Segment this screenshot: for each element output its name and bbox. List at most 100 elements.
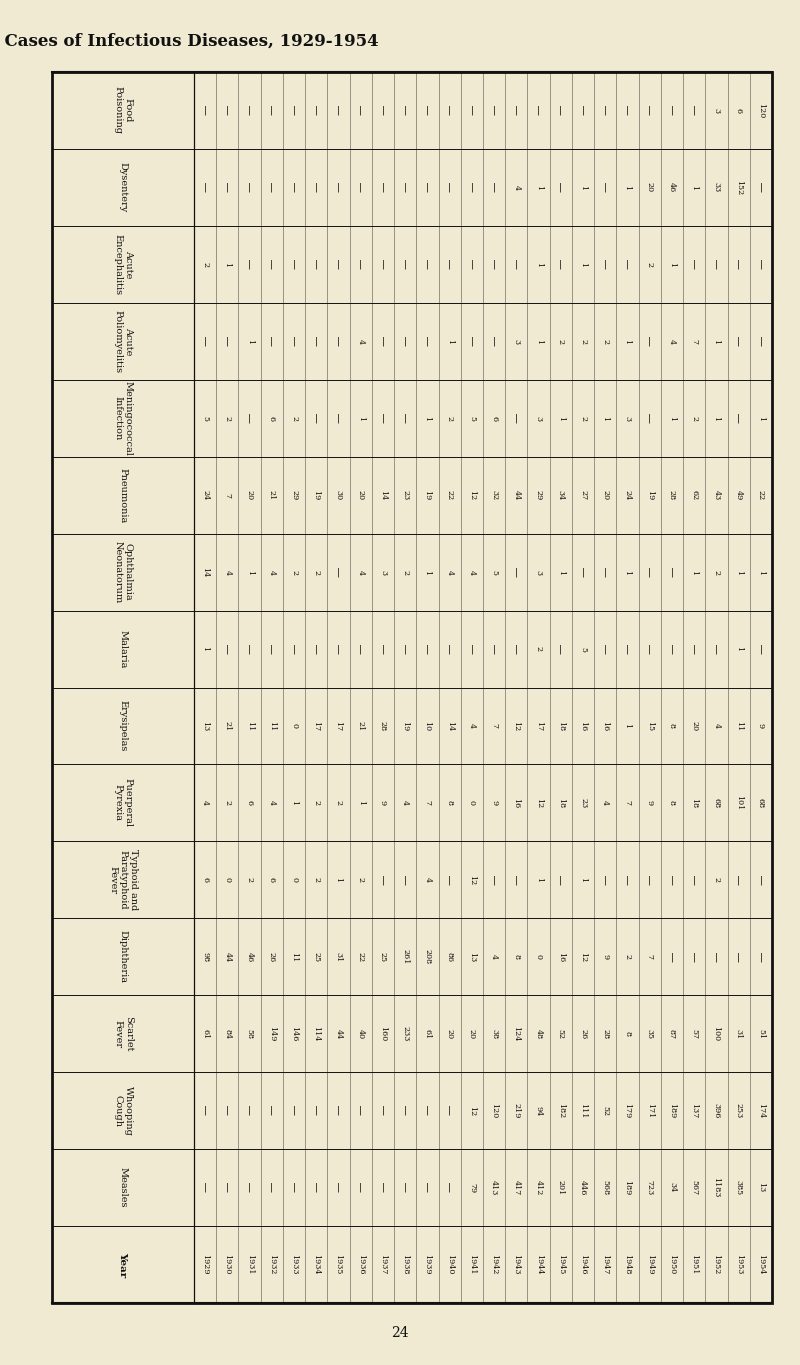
Text: 20: 20	[646, 183, 654, 192]
Text: 396: 396	[713, 1103, 721, 1118]
Text: 13: 13	[757, 1182, 765, 1193]
Text: 120: 120	[757, 102, 765, 119]
Text: |: |	[426, 1183, 429, 1193]
Text: 412: 412	[534, 1179, 542, 1196]
Text: 5: 5	[490, 569, 498, 575]
Text: |: |	[226, 183, 229, 192]
Text: 9: 9	[757, 723, 765, 729]
Text: 1: 1	[534, 262, 542, 268]
Text: 13: 13	[468, 951, 476, 962]
Text: 1: 1	[623, 339, 631, 344]
Text: 34: 34	[557, 490, 565, 501]
Text: |: |	[382, 259, 385, 269]
Text: |: |	[226, 644, 229, 654]
Text: 2: 2	[579, 339, 587, 344]
Text: Acute
Poliomyelitis: Acute Poliomyelitis	[114, 310, 133, 373]
Text: 28: 28	[379, 721, 387, 732]
Text: 4: 4	[602, 800, 610, 805]
Text: |: |	[693, 875, 696, 885]
Text: 11: 11	[734, 721, 742, 732]
Text: 1: 1	[557, 416, 565, 420]
Text: 1938: 1938	[401, 1254, 409, 1275]
Text: 182: 182	[557, 1103, 565, 1118]
Text: 2: 2	[557, 339, 565, 344]
Text: 1942: 1942	[490, 1254, 498, 1275]
Text: 201: 201	[557, 1179, 565, 1196]
Text: 1: 1	[713, 339, 721, 344]
Text: |: |	[626, 105, 629, 115]
Text: 2: 2	[401, 569, 409, 575]
Text: 49: 49	[734, 490, 742, 501]
Text: 4: 4	[713, 723, 721, 729]
Text: 1: 1	[579, 262, 587, 268]
Text: |: |	[648, 568, 651, 577]
Bar	[52, 225, 772, 303]
Text: 4: 4	[268, 569, 276, 575]
Text: 7: 7	[423, 800, 431, 805]
Text: 4: 4	[268, 800, 276, 805]
Text: 1183: 1183	[713, 1178, 721, 1197]
Text: 4: 4	[223, 569, 231, 575]
Text: |: |	[382, 337, 385, 347]
Text: |: |	[314, 1106, 318, 1115]
Text: |: |	[715, 259, 718, 269]
Text: |: |	[337, 337, 340, 347]
Bar	[52, 72, 772, 1304]
Text: |: |	[537, 105, 540, 115]
Text: 19: 19	[423, 490, 431, 501]
Text: 1: 1	[668, 416, 676, 420]
Text: 17: 17	[534, 721, 542, 732]
Text: 8: 8	[623, 1031, 631, 1036]
Text: 2: 2	[623, 954, 631, 960]
Text: Year: Year	[118, 1252, 127, 1278]
Text: |: |	[426, 259, 429, 269]
Text: 2: 2	[713, 569, 721, 575]
Text: |: |	[382, 1106, 385, 1115]
Text: |: |	[515, 875, 518, 885]
Text: 1944: 1944	[534, 1254, 542, 1275]
Text: 114: 114	[312, 1026, 320, 1041]
Text: 28: 28	[668, 490, 676, 500]
Text: 21: 21	[268, 490, 276, 501]
Text: 29: 29	[290, 490, 298, 501]
Text: 2: 2	[646, 262, 654, 268]
Text: |: |	[448, 259, 451, 269]
Text: 1943: 1943	[512, 1254, 520, 1275]
Text: 28: 28	[602, 1029, 610, 1039]
Text: |: |	[293, 1106, 295, 1115]
Text: 0: 0	[223, 878, 231, 882]
Text: |: |	[493, 259, 496, 269]
Text: 1937: 1937	[379, 1254, 387, 1275]
Text: 149: 149	[268, 1026, 276, 1041]
Text: 1: 1	[579, 878, 587, 882]
Text: 13: 13	[201, 721, 209, 732]
Text: |: |	[404, 414, 406, 423]
Text: |: |	[270, 259, 274, 269]
Text: 19: 19	[401, 721, 409, 732]
Text: 16: 16	[557, 951, 565, 962]
Text: 1939: 1939	[423, 1254, 431, 1275]
Text: |: |	[204, 337, 206, 347]
Text: 46: 46	[668, 183, 676, 192]
Text: 20: 20	[357, 490, 365, 500]
Text: 4: 4	[512, 184, 520, 190]
Text: 208: 208	[423, 949, 431, 964]
Text: 0: 0	[290, 723, 298, 729]
Text: 1: 1	[423, 569, 431, 575]
Text: 23: 23	[579, 797, 587, 808]
Text: |: |	[426, 1106, 429, 1115]
Text: 20: 20	[446, 1029, 454, 1039]
Bar	[52, 72, 772, 149]
Text: 1: 1	[734, 569, 742, 575]
Text: 1: 1	[734, 647, 742, 651]
Text: 68: 68	[713, 799, 721, 808]
Text: 568: 568	[602, 1179, 610, 1196]
Bar	[52, 534, 772, 610]
Text: 29: 29	[534, 490, 542, 501]
Text: |: |	[204, 105, 206, 115]
Bar	[52, 303, 772, 379]
Text: 0: 0	[534, 954, 542, 960]
Text: 20: 20	[246, 490, 254, 500]
Text: |: |	[493, 337, 496, 347]
Text: |: |	[470, 259, 474, 269]
